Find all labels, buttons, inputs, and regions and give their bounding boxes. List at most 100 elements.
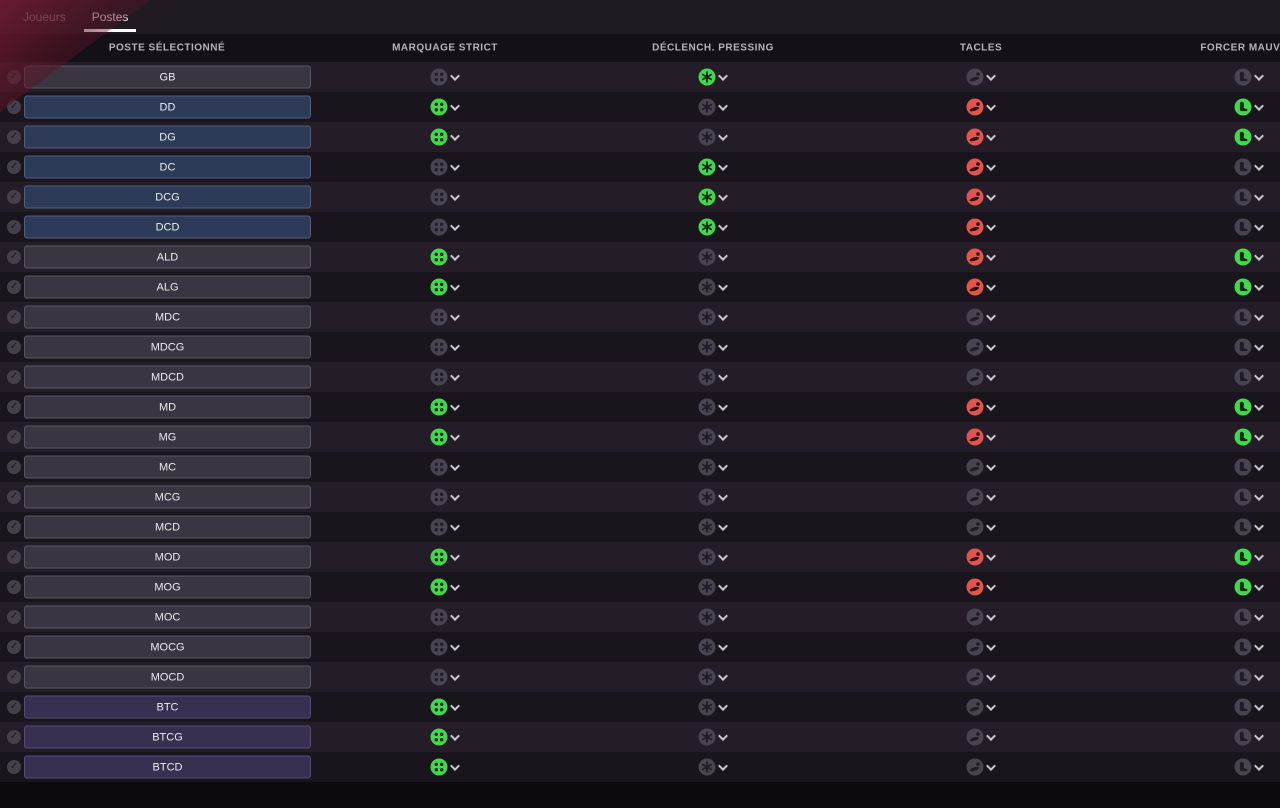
- row-check-icon[interactable]: ✓: [7, 220, 21, 234]
- tacles-dropdown[interactable]: [966, 248, 996, 266]
- declench-pressing-dropdown[interactable]: [698, 698, 728, 716]
- declench-pressing-dropdown[interactable]: [698, 428, 728, 446]
- declench-pressing-dropdown[interactable]: [698, 68, 728, 86]
- marquage-strict-dropdown[interactable]: [430, 578, 460, 596]
- marquage-strict-dropdown[interactable]: [430, 308, 460, 326]
- forcer-mauvais-pied-dropdown[interactable]: [1234, 248, 1264, 266]
- marquage-strict-dropdown[interactable]: [430, 398, 460, 416]
- declench-pressing-dropdown[interactable]: [698, 518, 728, 536]
- row-check-icon[interactable]: ✓: [7, 340, 21, 354]
- marquage-strict-dropdown[interactable]: [430, 218, 460, 236]
- forcer-mauvais-pied-dropdown[interactable]: [1234, 188, 1264, 206]
- declench-pressing-dropdown[interactable]: [698, 458, 728, 476]
- position-pill[interactable]: BTC: [24, 695, 311, 719]
- declench-pressing-dropdown[interactable]: [698, 188, 728, 206]
- declench-pressing-dropdown[interactable]: [698, 638, 728, 656]
- declench-pressing-dropdown[interactable]: [698, 728, 728, 746]
- tacles-dropdown[interactable]: [966, 728, 996, 746]
- forcer-mauvais-pied-dropdown[interactable]: [1234, 518, 1264, 536]
- row-check-icon[interactable]: ✓: [7, 670, 21, 684]
- declench-pressing-dropdown[interactable]: [698, 758, 728, 776]
- marquage-strict-dropdown[interactable]: [430, 428, 460, 446]
- position-pill[interactable]: MCD: [24, 515, 311, 539]
- declench-pressing-dropdown[interactable]: [698, 308, 728, 326]
- declench-pressing-dropdown[interactable]: [698, 278, 728, 296]
- tacles-dropdown[interactable]: [966, 638, 996, 656]
- row-check-icon[interactable]: ✓: [7, 430, 21, 444]
- tacles-dropdown[interactable]: [966, 218, 996, 236]
- position-pill[interactable]: MOCG: [24, 635, 311, 659]
- declench-pressing-dropdown[interactable]: [698, 608, 728, 626]
- row-check-icon[interactable]: ✓: [7, 190, 21, 204]
- forcer-mauvais-pied-dropdown[interactable]: [1234, 458, 1264, 476]
- tacles-dropdown[interactable]: [966, 578, 996, 596]
- declench-pressing-dropdown[interactable]: [698, 368, 728, 386]
- forcer-mauvais-pied-dropdown[interactable]: [1234, 128, 1264, 146]
- position-pill[interactable]: BTCD: [24, 755, 311, 779]
- tacles-dropdown[interactable]: [966, 668, 996, 686]
- declench-pressing-dropdown[interactable]: [698, 158, 728, 176]
- forcer-mauvais-pied-dropdown[interactable]: [1234, 608, 1264, 626]
- forcer-mauvais-pied-dropdown[interactable]: [1234, 638, 1264, 656]
- marquage-strict-dropdown[interactable]: [430, 188, 460, 206]
- forcer-mauvais-pied-dropdown[interactable]: [1234, 698, 1264, 716]
- position-pill[interactable]: MDCD: [24, 365, 311, 389]
- marquage-strict-dropdown[interactable]: [430, 68, 460, 86]
- marquage-strict-dropdown[interactable]: [430, 548, 460, 566]
- row-check-icon[interactable]: ✓: [7, 70, 21, 84]
- marquage-strict-dropdown[interactable]: [430, 758, 460, 776]
- position-pill[interactable]: MOCD: [24, 665, 311, 689]
- forcer-mauvais-pied-dropdown[interactable]: [1234, 578, 1264, 596]
- row-check-icon[interactable]: ✓: [7, 610, 21, 624]
- forcer-mauvais-pied-dropdown[interactable]: [1234, 728, 1264, 746]
- row-check-icon[interactable]: ✓: [7, 310, 21, 324]
- forcer-mauvais-pied-dropdown[interactable]: [1234, 278, 1264, 296]
- row-check-icon[interactable]: ✓: [7, 280, 21, 294]
- declench-pressing-dropdown[interactable]: [698, 338, 728, 356]
- declench-pressing-dropdown[interactable]: [698, 668, 728, 686]
- forcer-mauvais-pied-dropdown[interactable]: [1234, 158, 1264, 176]
- position-pill[interactable]: MDCG: [24, 335, 311, 359]
- marquage-strict-dropdown[interactable]: [430, 368, 460, 386]
- tab-joueurs[interactable]: Joueurs: [10, 0, 79, 34]
- declench-pressing-dropdown[interactable]: [698, 578, 728, 596]
- marquage-strict-dropdown[interactable]: [430, 458, 460, 476]
- row-check-icon[interactable]: ✓: [7, 760, 21, 774]
- forcer-mauvais-pied-dropdown[interactable]: [1234, 668, 1264, 686]
- marquage-strict-dropdown[interactable]: [430, 518, 460, 536]
- tacles-dropdown[interactable]: [966, 368, 996, 386]
- marquage-strict-dropdown[interactable]: [430, 698, 460, 716]
- declench-pressing-dropdown[interactable]: [698, 98, 728, 116]
- marquage-strict-dropdown[interactable]: [430, 98, 460, 116]
- declench-pressing-dropdown[interactable]: [698, 488, 728, 506]
- position-pill[interactable]: ALD: [24, 245, 311, 269]
- declench-pressing-dropdown[interactable]: [698, 248, 728, 266]
- marquage-strict-dropdown[interactable]: [430, 278, 460, 296]
- forcer-mauvais-pied-dropdown[interactable]: [1234, 368, 1264, 386]
- declench-pressing-dropdown[interactable]: [698, 128, 728, 146]
- tacles-dropdown[interactable]: [966, 68, 996, 86]
- marquage-strict-dropdown[interactable]: [430, 488, 460, 506]
- marquage-strict-dropdown[interactable]: [430, 248, 460, 266]
- tacles-dropdown[interactable]: [966, 128, 996, 146]
- row-check-icon[interactable]: ✓: [7, 550, 21, 564]
- position-pill[interactable]: MCG: [24, 485, 311, 509]
- forcer-mauvais-pied-dropdown[interactable]: [1234, 398, 1264, 416]
- tacles-dropdown[interactable]: [966, 428, 996, 446]
- position-pill[interactable]: MC: [24, 455, 311, 479]
- forcer-mauvais-pied-dropdown[interactable]: [1234, 308, 1264, 326]
- tacles-dropdown[interactable]: [966, 98, 996, 116]
- forcer-mauvais-pied-dropdown[interactable]: [1234, 338, 1264, 356]
- tacles-dropdown[interactable]: [966, 758, 996, 776]
- forcer-mauvais-pied-dropdown[interactable]: [1234, 428, 1264, 446]
- tacles-dropdown[interactable]: [966, 308, 996, 326]
- row-check-icon[interactable]: ✓: [7, 370, 21, 384]
- forcer-mauvais-pied-dropdown[interactable]: [1234, 548, 1264, 566]
- position-pill[interactable]: DCD: [24, 215, 311, 239]
- position-pill[interactable]: DG: [24, 125, 311, 149]
- row-check-icon[interactable]: ✓: [7, 460, 21, 474]
- position-pill[interactable]: MOC: [24, 605, 311, 629]
- row-check-icon[interactable]: ✓: [7, 580, 21, 594]
- row-check-icon[interactable]: ✓: [7, 640, 21, 654]
- tacles-dropdown[interactable]: [966, 398, 996, 416]
